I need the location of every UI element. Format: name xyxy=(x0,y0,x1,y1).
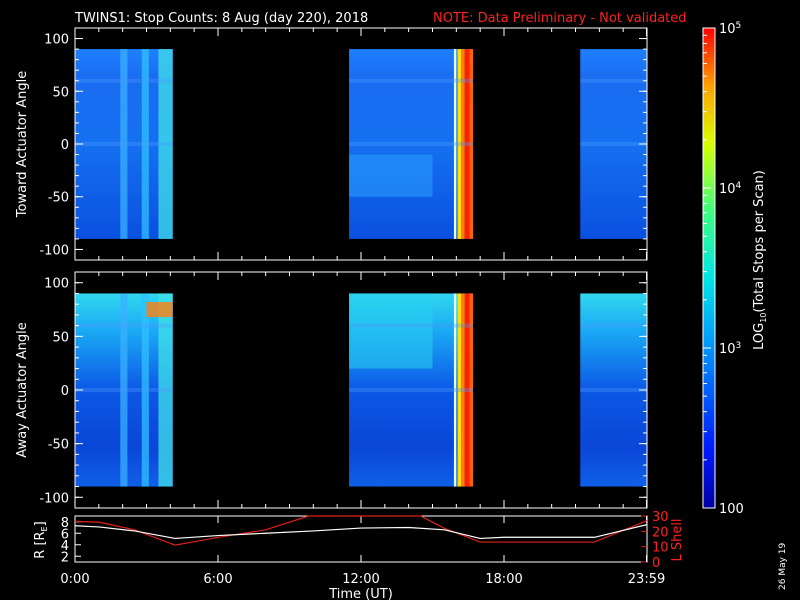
orbit-right-tick-label: 20 xyxy=(652,525,669,540)
heatmap-stripe xyxy=(580,142,647,146)
y-tick-label: 100 xyxy=(44,277,69,292)
y-tick-label: 0 xyxy=(61,138,69,153)
y-tick-label: -100 xyxy=(39,243,69,258)
orbit-left-tick-label: 8 xyxy=(61,516,69,531)
heatmap-band xyxy=(457,49,462,239)
heatmap-band xyxy=(158,49,173,239)
heatmap-block xyxy=(349,49,474,239)
y-tick-label: 100 xyxy=(44,33,69,48)
x-tick-label: 6:00 xyxy=(203,572,232,587)
y-tick-label: -50 xyxy=(48,191,69,206)
colorbar-gradient xyxy=(702,27,716,509)
toward-panel: 100 50 0 -50 -100 Toward Actuator Angle xyxy=(15,27,648,261)
y-tick-label: 50 xyxy=(52,330,69,345)
colorbar-tick-label: 105 xyxy=(719,21,741,37)
x-tick-labels: 0:00 6:00 12:00 18:00 23:59 xyxy=(60,572,665,587)
toward-heatmap-blocks xyxy=(75,49,647,239)
x-axis-label: Time (UT) xyxy=(328,587,393,600)
heatmap-stripe xyxy=(580,323,647,328)
heatmap-stripe xyxy=(75,323,173,328)
heatmap-band xyxy=(461,49,465,239)
x-tick-label: 12:00 xyxy=(342,572,379,587)
heatmap-stripe xyxy=(349,78,474,83)
heatmap-band xyxy=(141,49,149,239)
heatmap-band xyxy=(457,293,462,487)
orbit-left-tick-label: 4 xyxy=(61,539,69,554)
heatmap-stripe xyxy=(580,78,647,83)
heatmap-band xyxy=(461,293,465,487)
heatmap-band xyxy=(158,293,173,487)
away-heatmap-blocks xyxy=(75,293,647,487)
heatmap-band xyxy=(141,293,149,487)
colorbar-ticks: 105 104 103 100 xyxy=(703,21,744,517)
heatmap-stripe xyxy=(75,388,173,392)
r-series-line xyxy=(74,524,648,540)
colorbar: 105 104 103 100 LOG10(Total Stops per Scan) xyxy=(702,21,768,517)
x-tick-label: 18:00 xyxy=(485,572,522,587)
colorbar-tick-label: 104 xyxy=(719,181,742,197)
heatmap-stripe xyxy=(349,323,474,328)
figure-title: TWINS1: Stop Counts: 8 Aug (day 220), 20… xyxy=(74,11,368,26)
away-y-ticks: 100 50 0 -50 -100 xyxy=(39,272,648,508)
orbit-left-tick-label: 6 xyxy=(61,527,69,542)
away-ylabel: Away Actuator Angle xyxy=(15,322,30,457)
y-tick-label: -50 xyxy=(48,438,69,453)
preliminary-note: NOTE: Data Preliminary - Not validated xyxy=(433,11,687,26)
heatmap-region xyxy=(349,293,433,369)
heatmap-band xyxy=(469,293,474,487)
heatmap-band xyxy=(464,49,470,239)
heatmap-stripe xyxy=(75,142,173,146)
toward-y-ticks: 100 50 0 -50 -100 xyxy=(39,28,648,260)
toward-ylabel: Toward Actuator Angle xyxy=(15,71,30,218)
heatmap-band xyxy=(120,49,128,239)
y-tick-label: 50 xyxy=(52,85,69,100)
y-tick-label: -100 xyxy=(39,491,69,506)
heatmap-band xyxy=(464,293,470,487)
x-tick-label: 23:59 xyxy=(628,572,665,587)
away-panel: 100 50 0 -50 -100 Away Actuator Angle xyxy=(15,271,648,509)
heatmap-stripe xyxy=(75,78,173,83)
x-tick-label: 0:00 xyxy=(60,572,89,587)
colorbar-tick-label: 100 xyxy=(719,502,744,517)
heatmap-stripe xyxy=(580,388,647,392)
orbit-right-tick-label: 0 xyxy=(652,556,660,571)
heatmap-region xyxy=(349,154,433,197)
heatmap-block xyxy=(580,49,647,239)
orbit-left-tick-label: 2 xyxy=(61,550,69,565)
heatmap-band xyxy=(453,49,457,239)
heatmap-stripe xyxy=(349,388,474,392)
colorbar-label: LOG10(Total Stops per Scan) xyxy=(752,170,768,350)
plot-date: 26 May 19 xyxy=(778,542,788,590)
colorbar-tick-label: 103 xyxy=(719,341,741,357)
y-tick-label: 0 xyxy=(61,384,69,399)
heatmap-band xyxy=(120,293,128,487)
heatmap-stripe xyxy=(349,142,474,146)
orbit-right-tick-label: 30 xyxy=(652,510,669,525)
heatmap-band xyxy=(469,49,474,239)
heatmap-hotspot xyxy=(146,302,173,318)
heatmap-block xyxy=(580,293,647,487)
orbit-right-tick-label: 10 xyxy=(652,541,669,556)
orbit-left-label: R [RE] xyxy=(33,521,49,558)
orbit-right-label: L Shell xyxy=(670,518,685,561)
heatmap-band xyxy=(453,293,457,487)
